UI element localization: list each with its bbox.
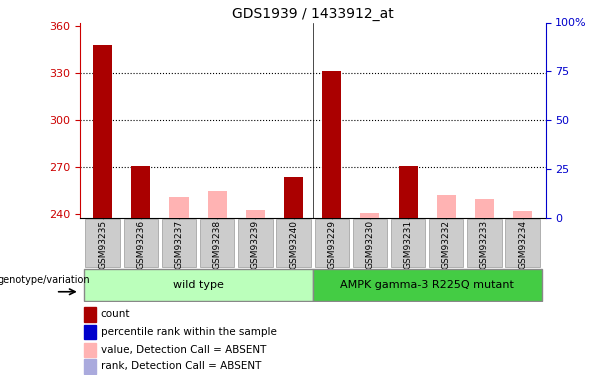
FancyBboxPatch shape bbox=[467, 219, 501, 267]
FancyBboxPatch shape bbox=[85, 219, 120, 267]
FancyBboxPatch shape bbox=[429, 219, 463, 267]
Bar bbox=[513, 211, 532, 217]
FancyBboxPatch shape bbox=[162, 219, 196, 267]
Bar bbox=[475, 199, 494, 217]
FancyBboxPatch shape bbox=[391, 219, 425, 267]
Text: GSM93232: GSM93232 bbox=[442, 220, 451, 269]
Bar bbox=[85, 359, 96, 374]
Text: wild type: wild type bbox=[173, 280, 224, 290]
FancyBboxPatch shape bbox=[352, 219, 387, 267]
Title: GDS1939 / 1433912_at: GDS1939 / 1433912_at bbox=[232, 8, 394, 21]
FancyBboxPatch shape bbox=[314, 219, 349, 267]
Bar bbox=[85, 343, 96, 357]
Bar bbox=[208, 191, 227, 217]
Bar bbox=[169, 197, 189, 217]
Text: GSM93239: GSM93239 bbox=[251, 220, 260, 269]
Bar bbox=[131, 166, 150, 218]
Text: genotype/variation: genotype/variation bbox=[0, 275, 90, 285]
Text: percentile rank within the sample: percentile rank within the sample bbox=[101, 327, 276, 337]
Bar bbox=[246, 210, 265, 218]
Text: GSM93229: GSM93229 bbox=[327, 220, 336, 269]
Text: count: count bbox=[101, 309, 130, 320]
Text: GSM93240: GSM93240 bbox=[289, 220, 298, 269]
Text: GSM93236: GSM93236 bbox=[136, 220, 145, 269]
Bar bbox=[436, 195, 456, 217]
Text: rank, Detection Call = ABSENT: rank, Detection Call = ABSENT bbox=[101, 362, 261, 372]
Text: value, Detection Call = ABSENT: value, Detection Call = ABSENT bbox=[101, 345, 266, 355]
Bar bbox=[360, 213, 379, 217]
FancyBboxPatch shape bbox=[313, 269, 542, 301]
FancyBboxPatch shape bbox=[124, 219, 158, 267]
Bar bbox=[85, 308, 96, 322]
FancyBboxPatch shape bbox=[83, 269, 313, 301]
Text: GSM93231: GSM93231 bbox=[403, 220, 413, 269]
Text: GSM93230: GSM93230 bbox=[365, 220, 375, 269]
Text: GSM93238: GSM93238 bbox=[213, 220, 222, 269]
Text: GSM93233: GSM93233 bbox=[480, 220, 489, 269]
Text: GSM93234: GSM93234 bbox=[518, 220, 527, 269]
Bar bbox=[85, 325, 96, 339]
Bar bbox=[93, 45, 112, 218]
FancyBboxPatch shape bbox=[506, 219, 540, 267]
FancyBboxPatch shape bbox=[238, 219, 273, 267]
Bar bbox=[322, 71, 341, 217]
FancyBboxPatch shape bbox=[276, 219, 311, 267]
Text: AMPK gamma-3 R225Q mutant: AMPK gamma-3 R225Q mutant bbox=[340, 280, 514, 290]
Text: GSM93237: GSM93237 bbox=[175, 220, 183, 269]
FancyBboxPatch shape bbox=[200, 219, 234, 267]
Bar bbox=[284, 177, 303, 218]
Bar bbox=[398, 166, 417, 218]
Text: GSM93235: GSM93235 bbox=[98, 220, 107, 269]
